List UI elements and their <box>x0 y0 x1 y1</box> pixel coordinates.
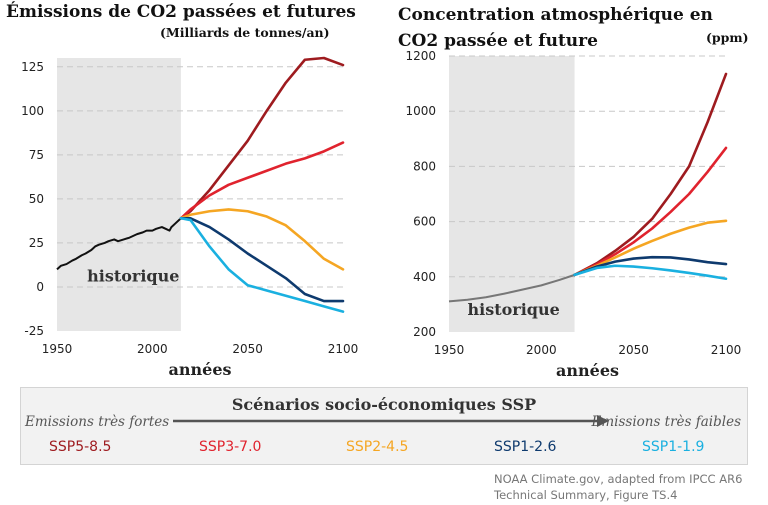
y-tick-label: 1200 <box>405 49 436 63</box>
legend-item-ssp5-85: SSP5-8.5 <box>49 439 112 455</box>
source-credit: NOAA Climate.gov, adapted from IPCC AR6 … <box>494 471 742 503</box>
y-tick-label: 800 <box>413 159 436 173</box>
y-tick-label: 25 <box>29 236 44 250</box>
historical-period-shading <box>449 56 575 332</box>
left-chart-title: Émissions de CO2 passées et futures <box>6 2 356 22</box>
x-tick-label: 2050 <box>618 343 649 357</box>
y-tick-label: 125 <box>21 60 44 74</box>
x-tick-label: 1950 <box>42 342 73 356</box>
y-tick-label: 75 <box>29 148 44 162</box>
legend-item-ssp3-70: SSP3-7.0 <box>199 439 262 455</box>
series-line-ssp3-7-0 <box>573 146 728 277</box>
right-chart-title: Concentration atmosphérique en CO2 passé… <box>398 5 713 51</box>
y-tick-label: 1000 <box>405 104 436 118</box>
scenario-legend: Scénarios socio-économiques SSP Emission… <box>20 387 748 465</box>
historical-period-shading <box>57 58 181 331</box>
legend-item-ssp1-19: SSP1-1.9 <box>642 439 705 455</box>
chart-1: 200 400 600 800 1000 1200 1950 2000 2050 2100 anné… <box>405 49 741 380</box>
series-line-ssp1-2-6 <box>179 216 345 303</box>
y-tick-label: 600 <box>413 215 436 229</box>
historical-label: historique <box>87 267 179 286</box>
series-line-ssp5-8-5 <box>573 72 728 277</box>
x-tick-label: 1950 <box>434 343 465 357</box>
series-line-ssp2-4-5 <box>179 208 345 271</box>
legend-strong-emissions-label: Emissions très fortes <box>25 414 170 430</box>
series-line-ssp1-1-9 <box>573 264 728 281</box>
y-tick-label: -25 <box>24 324 44 338</box>
series-line-ssp1-2-6 <box>573 255 728 277</box>
legend-item-ssp2-45: SSP2-4.5 <box>346 439 409 455</box>
chart-0: -25 0 25 50 75 100 125 1950 2000 2050 2100 années hi… <box>21 56 359 379</box>
source-line-1: NOAA Climate.gov, adapted from IPCC AR6 <box>494 472 743 486</box>
left-chart-unit: (Milliards de tonnes/an) <box>160 25 330 40</box>
x-tick-label: 2100 <box>711 343 742 357</box>
source-line-2: Technical Summary, Figure TS.4 <box>494 488 678 502</box>
legend-item-ssp1-26: SSP1-2.6 <box>494 439 557 455</box>
y-tick-label: 400 <box>413 270 436 284</box>
y-tick-label: 100 <box>21 104 44 118</box>
y-tick-label: 0 <box>36 280 44 294</box>
x-tick-label: 2000 <box>526 343 557 357</box>
historical-label: historique <box>467 300 559 319</box>
historical-series-line <box>448 273 575 303</box>
series-line-ssp1-1-9 <box>179 216 345 313</box>
legend-title: Scénarios socio-économiques SSP <box>231 395 537 414</box>
right-chart-unit: (ppm) <box>706 30 749 45</box>
series-line-ssp5-8-5 <box>179 56 345 220</box>
right-arrow-icon <box>173 415 609 427</box>
series-line-ssp3-7-0 <box>179 141 345 220</box>
y-tick-label: 200 <box>413 325 436 339</box>
x-axis-label: années <box>169 360 232 379</box>
y-tick-label: 50 <box>29 192 44 206</box>
x-tick-label: 2050 <box>232 342 263 356</box>
x-tick-label: 2100 <box>328 342 359 356</box>
series-line-ssp2-4-5 <box>573 219 728 277</box>
x-axis-label: années <box>556 361 619 380</box>
charts-canvas: -25 0 25 50 75 100 125 1950 2000 2050 2100 années hi… <box>21 49 741 380</box>
historical-series-line <box>56 217 182 271</box>
x-tick-label: 2000 <box>137 342 168 356</box>
legend-weak-emissions-label: Emissions très faibles <box>591 414 741 430</box>
